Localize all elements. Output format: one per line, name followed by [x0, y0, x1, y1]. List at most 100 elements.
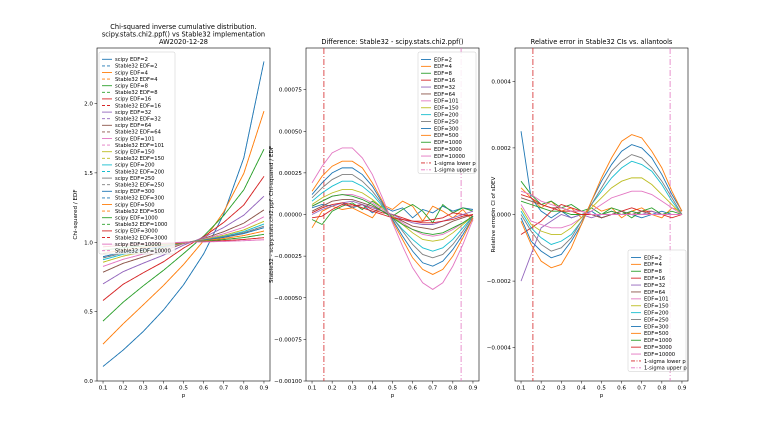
series-line [520, 180, 683, 219]
chart-panel-1: Chi-squared inverse cumulative distribut… [73, 23, 271, 399]
series-line [520, 134, 683, 269]
y-tick-label: 0.00000 [279, 213, 303, 219]
y-tick-label: −0.00100 [274, 379, 302, 385]
legend-label: Stable32 EDF=500 [115, 209, 164, 215]
legend-label: EDF=200 [644, 310, 669, 316]
series-line [520, 190, 682, 215]
series-line [520, 190, 683, 229]
legend-label: EDF=10000 [434, 154, 465, 160]
legend-label: scipy EDF=10000 [115, 242, 161, 248]
series-line [311, 189, 474, 242]
x-tick-label: 0.6 [617, 386, 626, 392]
y-tick-label: 0.00075 [279, 88, 303, 94]
legend-label: Stable32 EDF=32 [115, 117, 161, 123]
legend-label: EDF=3000 [644, 345, 672, 351]
x-tick-label: 0.7 [637, 386, 646, 392]
x-axis-label: p [391, 393, 395, 399]
legend-label: EDF=16 [434, 78, 455, 84]
y-tick-label: 0.00025 [279, 171, 303, 177]
x-tick-label: 0.1 [99, 386, 108, 392]
series-line-stable32 [102, 176, 265, 301]
chart-title: scipy.stats.chi2.ppf() vs Stable32 imple… [102, 31, 265, 39]
series-line-stable32 [102, 61, 265, 367]
legend-label: Stable32 EDF=300 [115, 196, 164, 202]
series-line-stable32 [102, 148, 265, 322]
y-tick-label: 0.0004 [491, 79, 511, 85]
legend-label: EDF=200 [434, 112, 459, 118]
chart-panel-2: Difference: Stable32 - scipy.stats.chi2.… [269, 38, 480, 399]
legend-label: scipy EDF=32 [115, 110, 151, 116]
legend-label: scipy EDF=300 [115, 189, 155, 195]
x-tick-label: 0.2 [119, 386, 128, 392]
y-tick-label: 0.0 [84, 379, 93, 385]
legend-label: Stable32 EDF=3000 [115, 235, 168, 241]
legend-label: EDF=4 [434, 64, 453, 70]
legend-label: scipy EDF=500 [115, 202, 155, 208]
legend-label: scipy EDF=2 [115, 57, 148, 63]
legend-label: EDF=16 [644, 276, 665, 282]
legend-label: Stable32 EDF=101 [115, 143, 164, 149]
legend-label: Stable32 EDF=10000 [115, 249, 171, 255]
series-line [520, 154, 683, 252]
series-line [311, 167, 474, 267]
chart-title: Relative error in Stable32 CIs vs. allan… [531, 38, 673, 46]
legend-label: scipy EDF=200 [115, 163, 155, 169]
x-tick-label: 0.1 [308, 386, 317, 392]
legend-label: scipy EDF=4 [115, 70, 149, 76]
legend-label: EDF=250 [434, 119, 459, 125]
chart-panel-3: Relative error in Stable32 CIs vs. allan… [487, 38, 689, 399]
legend-label: scipy EDF=3000 [115, 229, 158, 235]
series-line [311, 200, 474, 225]
legend-label: Stable32 EDF=2 [115, 64, 158, 70]
x-tick-label: 0.3 [557, 386, 566, 392]
legend-label: EDF=10000 [644, 352, 675, 358]
x-tick-label: 0.7 [219, 386, 228, 392]
legend-label: EDF=250 [644, 317, 669, 323]
legend-label: 1-sigma lower p [644, 359, 686, 365]
legend-label: scipy EDF=8 [115, 84, 148, 90]
y-tick-label: 2.0 [84, 102, 93, 108]
legend-label: EDF=500 [434, 133, 459, 139]
y-tick-label: 0.0002 [491, 146, 511, 152]
legend-label: EDF=3000 [434, 147, 462, 153]
x-tick-label: 0.2 [328, 386, 337, 392]
y-tick-label: 0.0000 [491, 213, 511, 219]
legend-label: EDF=300 [434, 126, 459, 132]
series-line [311, 202, 474, 224]
legend-label: Stable32 EDF=8 [115, 90, 158, 96]
x-tick-label: 0.9 [678, 386, 687, 392]
legend-label: EDF=300 [644, 324, 669, 330]
legend-label: Stable32 EDF=150 [115, 156, 164, 162]
y-tick-label: −0.00025 [274, 254, 302, 260]
series-line-stable32 [102, 111, 265, 345]
legend-label: EDF=4 [644, 262, 663, 268]
y-tick-label: −0.00050 [274, 296, 302, 302]
x-tick-label: 0.4 [577, 386, 586, 392]
legend-label: scipy EDF=101 [115, 136, 155, 142]
series-line [311, 200, 474, 229]
y-tick-label: −0.0004 [487, 346, 512, 352]
y-tick-label: 1.0 [84, 240, 93, 246]
legend: EDF=2EDF=4EDF=8EDF=16EDF=32EDF=64EDF=101… [417, 51, 477, 174]
legend-label: Stable32 EDF=4 [115, 77, 158, 83]
legend-label: Stable32 EDF=16 [115, 103, 161, 109]
legend-box [417, 51, 477, 174]
legend-label: EDF=64 [644, 290, 666, 296]
y-tick-label: −0.00075 [274, 337, 302, 343]
y-axis-label: Chi-squared / EDF [73, 189, 79, 239]
legend-label: scipy EDF=150 [115, 150, 155, 156]
legend-label: Stable32 EDF=200 [115, 169, 164, 175]
x-tick-label: 0.5 [179, 386, 188, 392]
legend-label: EDF=8 [434, 71, 452, 77]
legend-label: scipy EDF=250 [115, 176, 155, 182]
x-tick-label: 0.6 [408, 386, 417, 392]
x-tick-label: 0.8 [448, 386, 457, 392]
x-tick-label: 0.9 [260, 386, 269, 392]
legend-label: EDF=2 [644, 255, 662, 261]
x-tick-label: 0.9 [469, 386, 478, 392]
x-tick-label: 0.5 [388, 386, 397, 392]
x-axis-label: p [600, 393, 604, 399]
legend-label: EDF=500 [644, 331, 669, 337]
